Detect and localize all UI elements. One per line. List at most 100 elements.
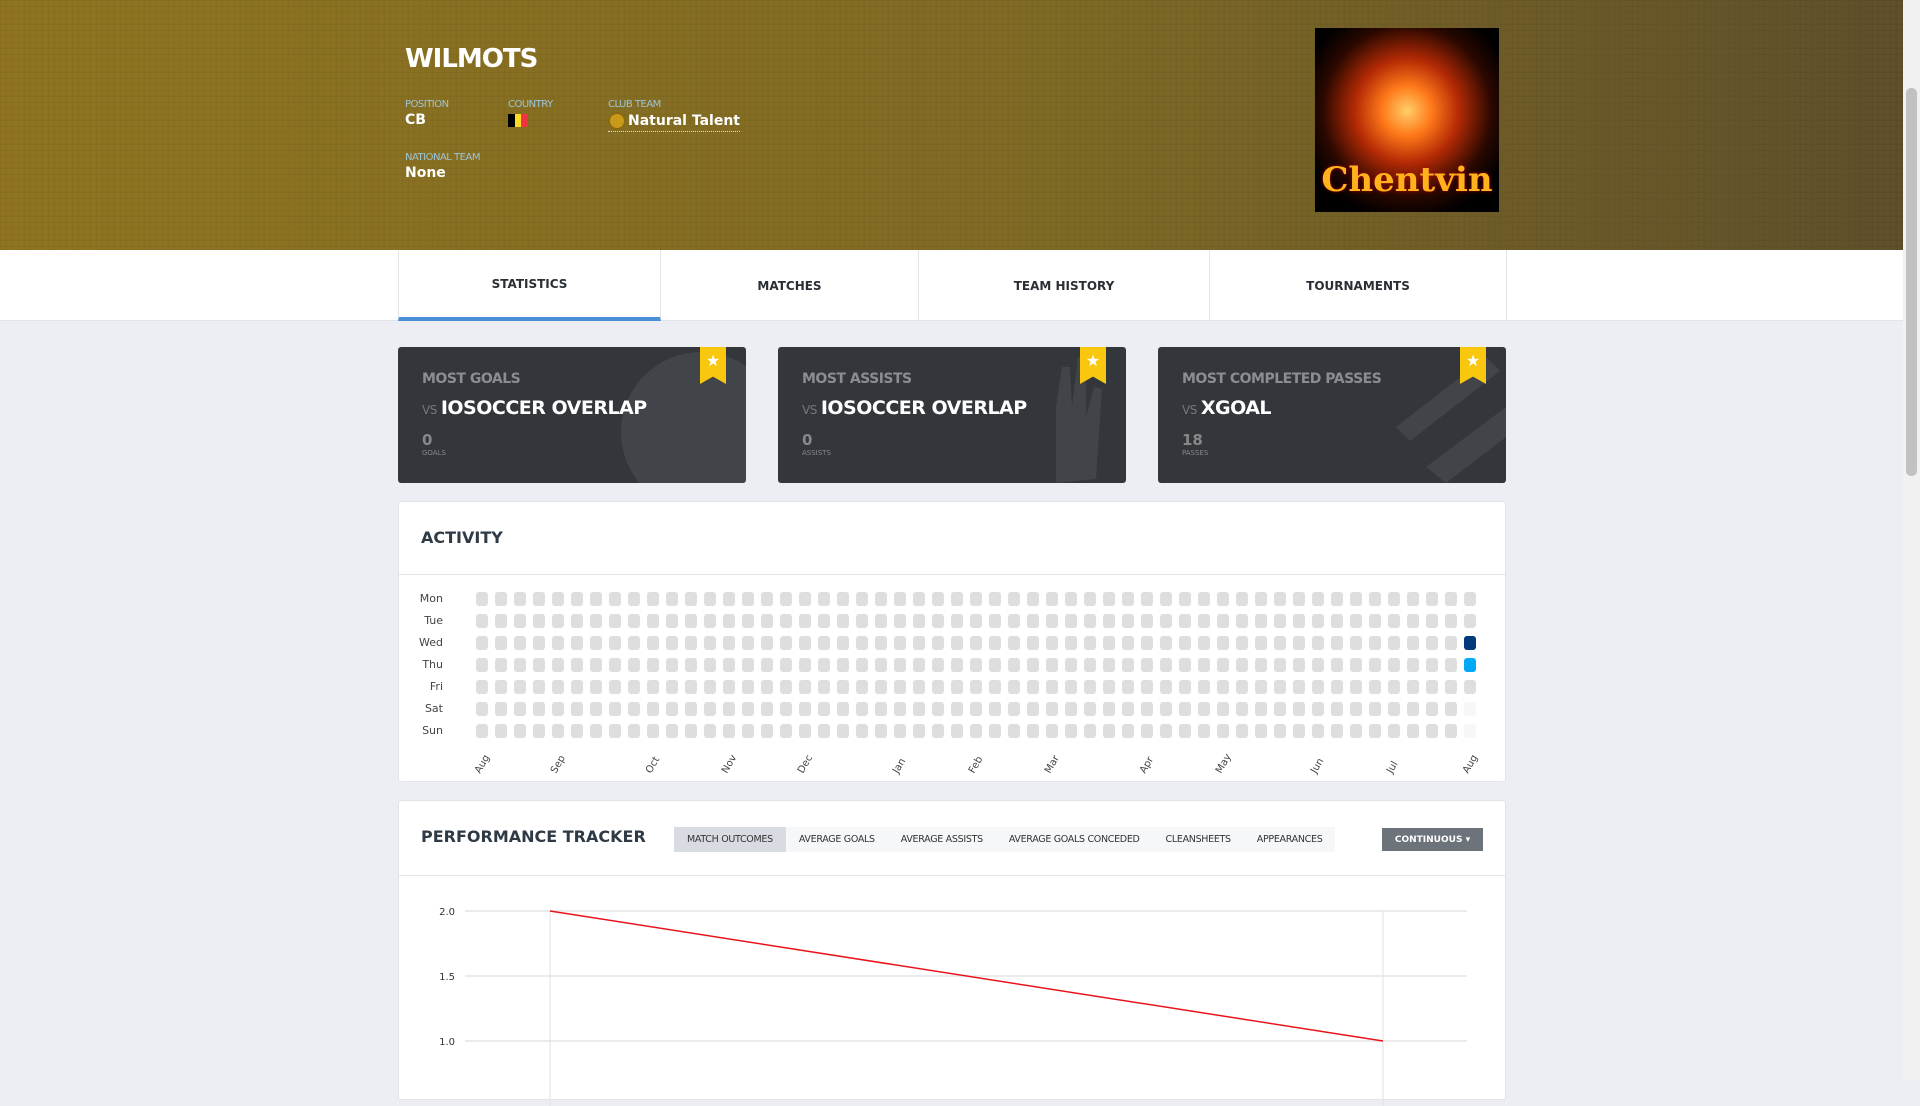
activity-cell[interactable] bbox=[1217, 614, 1229, 628]
activity-cell[interactable] bbox=[951, 636, 963, 650]
activity-cell[interactable] bbox=[704, 724, 716, 738]
activity-cell[interactable] bbox=[533, 636, 545, 650]
activity-cell[interactable] bbox=[1255, 592, 1267, 606]
activity-cell[interactable] bbox=[1445, 658, 1457, 672]
tab-team-history[interactable]: TEAM HISTORY bbox=[919, 250, 1210, 321]
activity-cell[interactable] bbox=[818, 702, 830, 716]
scrollbar-thumb[interactable] bbox=[1906, 88, 1917, 476]
activity-cell[interactable] bbox=[1274, 702, 1286, 716]
activity-cell[interactable] bbox=[1426, 658, 1438, 672]
activity-cell[interactable] bbox=[1293, 702, 1305, 716]
activity-cell[interactable] bbox=[1293, 592, 1305, 606]
activity-cell[interactable] bbox=[1426, 636, 1438, 650]
activity-cell[interactable] bbox=[1255, 702, 1267, 716]
activity-cell[interactable] bbox=[1141, 592, 1153, 606]
activity-cell[interactable] bbox=[1255, 724, 1267, 738]
activity-cell[interactable] bbox=[913, 636, 925, 650]
activity-cell[interactable] bbox=[1065, 658, 1077, 672]
stat-card[interactable]: ★ MOST GOALS VS IOSOCCER OVERLAP 0 GOALS bbox=[398, 347, 746, 483]
activity-cell[interactable] bbox=[1464, 702, 1476, 716]
activity-cell[interactable] bbox=[476, 658, 488, 672]
activity-cell[interactable] bbox=[951, 702, 963, 716]
activity-cell[interactable] bbox=[1312, 592, 1324, 606]
activity-cell[interactable] bbox=[723, 680, 735, 694]
activity-cell[interactable] bbox=[628, 724, 640, 738]
activity-cell[interactable] bbox=[1464, 680, 1476, 694]
metric-button[interactable]: CLEANSHEETS bbox=[1165, 834, 1232, 845]
metric-button[interactable]: MATCH OUTCOMES bbox=[674, 827, 786, 852]
activity-cell[interactable] bbox=[932, 680, 944, 694]
activity-cell[interactable] bbox=[1236, 680, 1248, 694]
activity-cell[interactable] bbox=[1255, 658, 1267, 672]
activity-cell[interactable] bbox=[704, 592, 716, 606]
activity-cell[interactable] bbox=[894, 724, 906, 738]
activity-cell[interactable] bbox=[951, 592, 963, 606]
activity-cell[interactable] bbox=[970, 636, 982, 650]
activity-cell[interactable] bbox=[875, 658, 887, 672]
activity-cell[interactable] bbox=[989, 702, 1001, 716]
activity-cell[interactable] bbox=[1426, 702, 1438, 716]
activity-cell[interactable] bbox=[533, 614, 545, 628]
activity-cell[interactable] bbox=[495, 658, 507, 672]
activity-cell[interactable] bbox=[609, 724, 621, 738]
activity-cell[interactable] bbox=[1198, 592, 1210, 606]
activity-cell[interactable] bbox=[1293, 614, 1305, 628]
mode-label[interactable]: CONTINUOUS bbox=[1394, 834, 1463, 845]
activity-cell[interactable] bbox=[780, 592, 792, 606]
activity-cell[interactable] bbox=[1084, 592, 1096, 606]
activity-cell[interactable] bbox=[1388, 702, 1400, 716]
activity-cell[interactable] bbox=[666, 636, 678, 650]
activity-cell[interactable] bbox=[1198, 636, 1210, 650]
activity-cell[interactable] bbox=[799, 724, 811, 738]
activity-cell[interactable] bbox=[1122, 636, 1134, 650]
activity-cell[interactable] bbox=[1312, 614, 1324, 628]
activity-cell[interactable] bbox=[894, 658, 906, 672]
activity-cell[interactable] bbox=[1388, 614, 1400, 628]
activity-cell[interactable] bbox=[1255, 614, 1267, 628]
activity-cell[interactable] bbox=[1122, 702, 1134, 716]
activity-cell[interactable] bbox=[1103, 680, 1115, 694]
tab-matches[interactable]: MATCHES bbox=[661, 250, 919, 321]
activity-cell[interactable] bbox=[1274, 636, 1286, 650]
activity-cell[interactable] bbox=[723, 724, 735, 738]
activity-cell[interactable] bbox=[666, 702, 678, 716]
activity-cell[interactable] bbox=[1445, 680, 1457, 694]
activity-cell[interactable] bbox=[1179, 614, 1191, 628]
activity-cell[interactable] bbox=[1141, 636, 1153, 650]
activity-cell[interactable] bbox=[723, 592, 735, 606]
activity-cell[interactable] bbox=[552, 702, 564, 716]
activity-cell[interactable] bbox=[1217, 658, 1229, 672]
activity-cell[interactable] bbox=[1122, 724, 1134, 738]
activity-cell[interactable] bbox=[1445, 724, 1457, 738]
activity-cell[interactable] bbox=[970, 592, 982, 606]
activity-cell[interactable] bbox=[533, 592, 545, 606]
activity-cell[interactable] bbox=[495, 592, 507, 606]
activity-cell[interactable] bbox=[1065, 636, 1077, 650]
activity-cell[interactable] bbox=[666, 614, 678, 628]
activity-cell[interactable] bbox=[590, 702, 602, 716]
activity-cell[interactable] bbox=[894, 614, 906, 628]
activity-cell[interactable] bbox=[1103, 658, 1115, 672]
activity-cell[interactable] bbox=[1084, 724, 1096, 738]
activity-cell[interactable] bbox=[685, 636, 697, 650]
activity-cell[interactable] bbox=[761, 702, 773, 716]
activity-cell[interactable] bbox=[761, 658, 773, 672]
tab-statistics[interactable]: STATISTICS bbox=[398, 250, 661, 321]
activity-cell[interactable] bbox=[1065, 702, 1077, 716]
activity-cell[interactable] bbox=[1426, 614, 1438, 628]
activity-cell[interactable] bbox=[780, 614, 792, 628]
activity-cell[interactable] bbox=[742, 592, 754, 606]
activity-cell[interactable] bbox=[685, 658, 697, 672]
activity-cell[interactable] bbox=[1065, 614, 1077, 628]
activity-cell[interactable] bbox=[1350, 658, 1362, 672]
activity-cell[interactable] bbox=[723, 636, 735, 650]
activity-cell[interactable] bbox=[1141, 614, 1153, 628]
activity-cell[interactable] bbox=[1407, 614, 1419, 628]
activity-cell[interactable] bbox=[1008, 614, 1020, 628]
activity-cell[interactable] bbox=[628, 680, 640, 694]
activity-cell[interactable] bbox=[970, 702, 982, 716]
activity-cell[interactable] bbox=[1027, 614, 1039, 628]
activity-cell[interactable] bbox=[1198, 702, 1210, 716]
activity-cell[interactable] bbox=[742, 636, 754, 650]
activity-cell[interactable] bbox=[1122, 680, 1134, 694]
